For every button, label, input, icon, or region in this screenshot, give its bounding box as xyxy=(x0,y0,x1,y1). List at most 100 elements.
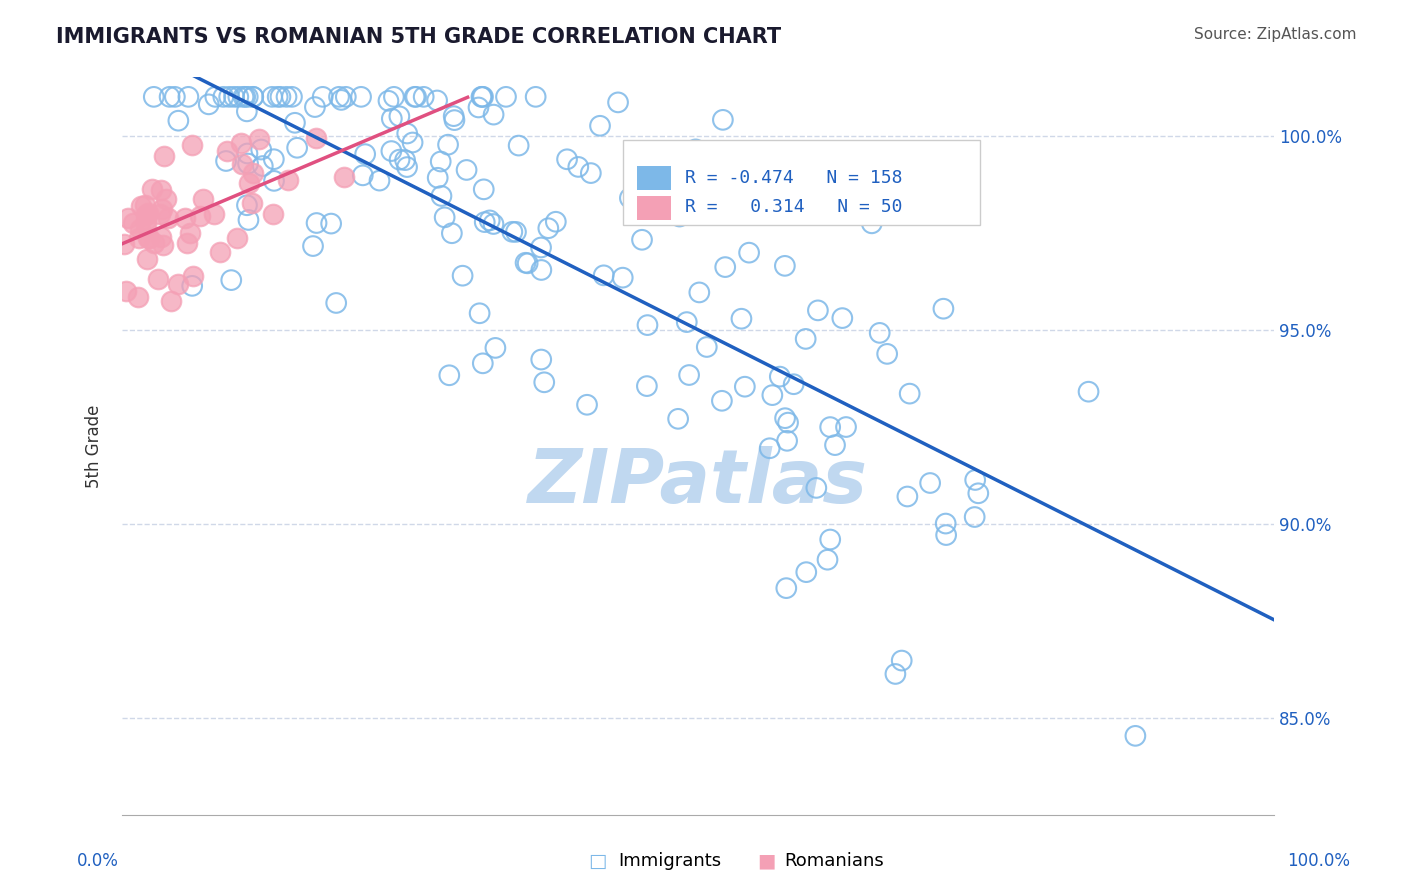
Point xyxy=(179,226,201,240)
Point xyxy=(440,226,463,240)
Point xyxy=(794,332,817,346)
Point xyxy=(112,237,135,252)
Point xyxy=(231,156,253,170)
Text: □: □ xyxy=(588,852,607,871)
Point xyxy=(589,119,612,133)
Point xyxy=(236,156,259,170)
Point xyxy=(285,141,308,155)
Point xyxy=(149,230,172,244)
Point xyxy=(388,153,411,167)
Point xyxy=(443,109,465,123)
Point xyxy=(191,192,214,206)
Point xyxy=(238,213,260,227)
Point xyxy=(382,90,405,104)
Point xyxy=(152,237,174,252)
Point xyxy=(269,90,291,104)
Point xyxy=(935,528,957,542)
Point xyxy=(394,153,416,167)
Point xyxy=(433,211,456,225)
Point xyxy=(482,107,505,121)
Point xyxy=(860,216,883,230)
Point xyxy=(247,132,270,146)
Point xyxy=(354,147,377,161)
Point xyxy=(1125,729,1147,743)
Point xyxy=(920,475,942,490)
Point xyxy=(711,112,734,127)
Point xyxy=(335,90,357,104)
Point xyxy=(612,270,634,285)
Point xyxy=(637,318,659,332)
Point xyxy=(437,137,460,152)
Point xyxy=(474,215,496,229)
Point xyxy=(794,565,817,579)
Point xyxy=(495,90,517,104)
Point xyxy=(818,533,841,547)
Point xyxy=(352,169,374,183)
Text: ■: ■ xyxy=(756,852,776,871)
Text: Immigrants: Immigrants xyxy=(619,852,721,870)
Point xyxy=(129,222,152,236)
Point xyxy=(533,376,555,390)
Point xyxy=(115,285,138,299)
Point xyxy=(166,277,188,291)
Point xyxy=(775,581,797,595)
Point xyxy=(631,233,654,247)
Point xyxy=(242,90,264,104)
Point xyxy=(129,199,152,213)
Point xyxy=(773,259,796,273)
Point xyxy=(451,268,474,283)
Point xyxy=(262,207,284,221)
Point xyxy=(456,163,478,178)
Point xyxy=(135,218,157,232)
Point xyxy=(150,202,173,217)
Point xyxy=(530,263,553,277)
Point xyxy=(482,217,505,231)
Point xyxy=(188,209,211,223)
Point xyxy=(471,90,494,104)
Point xyxy=(263,174,285,188)
Y-axis label: 5th Grade: 5th Grade xyxy=(86,404,103,488)
Point xyxy=(202,207,225,221)
Point xyxy=(935,516,957,531)
Point xyxy=(429,154,451,169)
Point xyxy=(738,245,761,260)
Point xyxy=(222,90,245,104)
Point xyxy=(668,210,690,224)
Point xyxy=(932,301,955,316)
Point xyxy=(236,198,259,212)
Point xyxy=(636,379,658,393)
Point xyxy=(404,90,426,104)
Point xyxy=(1077,384,1099,399)
Point xyxy=(127,290,149,304)
Point xyxy=(232,90,254,104)
Point xyxy=(181,269,204,284)
Point xyxy=(967,486,990,500)
Point xyxy=(242,166,264,180)
Point xyxy=(730,311,752,326)
Point xyxy=(567,160,589,174)
Point xyxy=(782,377,804,392)
Point xyxy=(505,225,527,239)
Point xyxy=(890,654,912,668)
Point xyxy=(377,94,399,108)
Point xyxy=(817,552,839,566)
Point xyxy=(470,90,492,104)
Point xyxy=(898,386,921,401)
Point xyxy=(714,260,737,274)
Point xyxy=(238,176,260,190)
Point xyxy=(160,294,183,309)
Point xyxy=(807,303,830,318)
Point xyxy=(138,231,160,245)
Point xyxy=(302,239,325,253)
Point xyxy=(181,278,204,293)
Point xyxy=(219,273,242,287)
Point xyxy=(835,420,858,434)
Point xyxy=(555,153,578,167)
Point xyxy=(761,388,783,402)
Point xyxy=(368,173,391,187)
Point xyxy=(426,170,449,185)
Point xyxy=(212,90,235,104)
Point xyxy=(229,136,252,150)
Point xyxy=(478,213,501,227)
Point xyxy=(592,268,614,283)
